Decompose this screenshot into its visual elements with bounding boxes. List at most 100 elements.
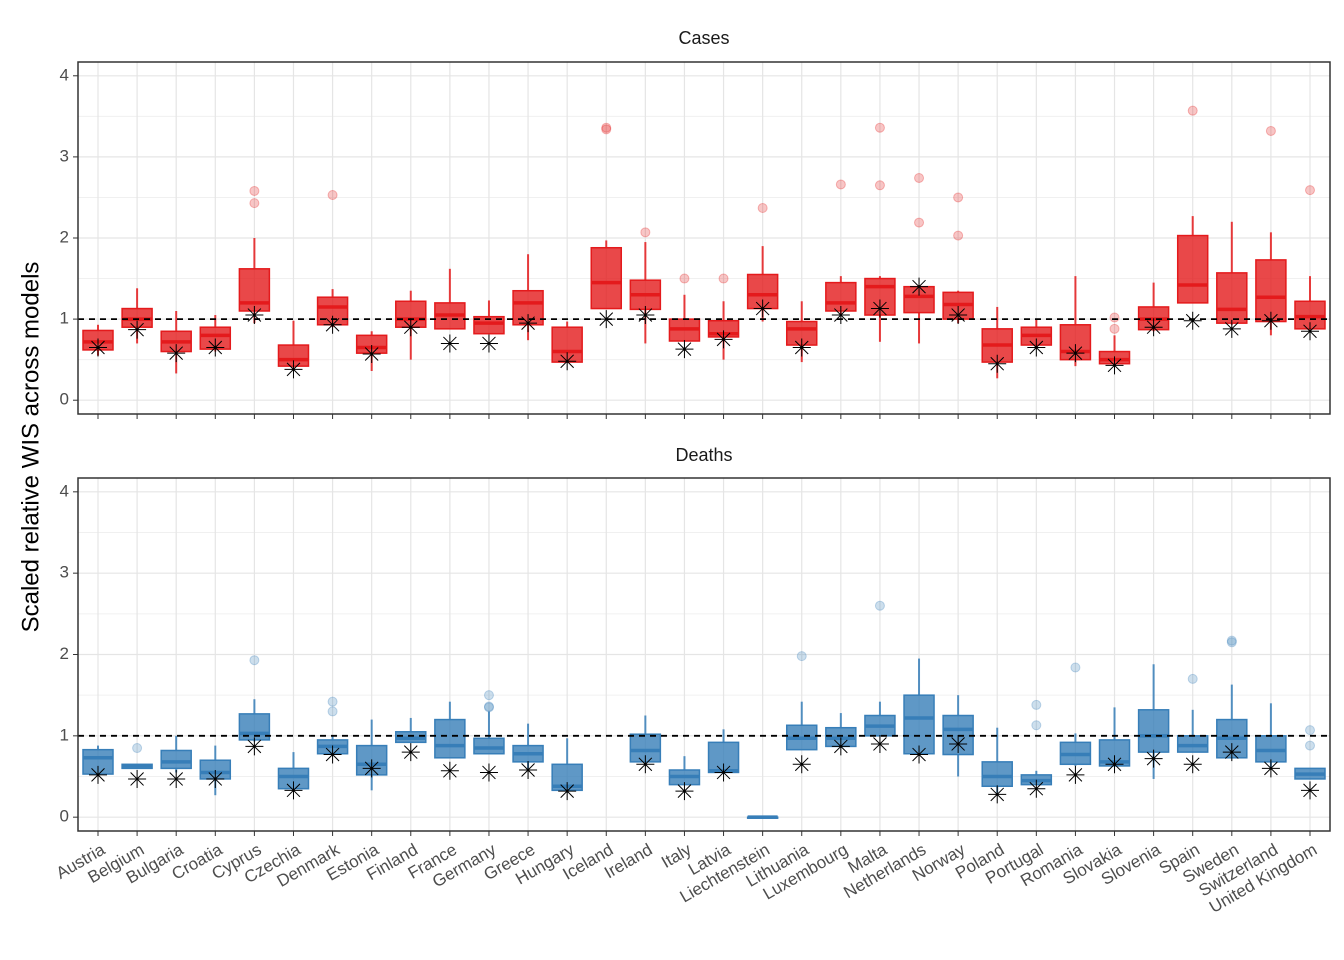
outlier — [1187, 673, 1198, 684]
ensemble-star — [1183, 755, 1202, 774]
outlier — [1109, 312, 1120, 323]
outlier — [249, 655, 260, 666]
box — [238, 268, 271, 312]
outlier — [796, 651, 807, 662]
y-tick-label: 0 — [60, 390, 69, 409]
y-tick-label: 0 — [60, 807, 69, 826]
outlier — [914, 172, 925, 183]
ensemble-star — [792, 755, 811, 774]
outlier — [601, 122, 612, 133]
outlier — [914, 217, 925, 228]
outlier — [1031, 699, 1042, 710]
ensemble-star — [323, 315, 342, 334]
y-axis-label: Scaled relative WIS across models — [17, 262, 44, 633]
ensemble-star — [792, 338, 811, 357]
ensemble-star — [323, 745, 342, 764]
box — [434, 718, 466, 759]
ensemble-star — [988, 785, 1007, 804]
outlier — [953, 192, 964, 203]
outlier — [1305, 740, 1315, 751]
outlier — [874, 122, 885, 133]
ensemble-star — [1183, 311, 1202, 330]
box — [1216, 272, 1248, 324]
outlier — [249, 185, 260, 196]
outlier — [1031, 720, 1042, 731]
ensemble-star — [1027, 779, 1046, 798]
ensemble-star — [1066, 344, 1085, 363]
y-tick-label: 2 — [60, 644, 69, 663]
ensemble-star — [167, 344, 186, 363]
panel-border — [77, 477, 1331, 832]
outlier — [1109, 323, 1120, 334]
ensemble-star — [675, 782, 694, 801]
ensemble-star — [1301, 781, 1319, 800]
ensemble-star — [362, 344, 381, 363]
ensemble-star — [519, 314, 538, 333]
outlier — [1305, 725, 1315, 736]
ensemble-star — [1105, 356, 1124, 375]
ensemble-star — [831, 737, 850, 756]
ensemble-star — [1261, 311, 1280, 330]
ensemble-star — [401, 318, 420, 337]
box — [473, 737, 505, 755]
outlier — [874, 600, 885, 611]
ensemble-star — [1222, 319, 1241, 338]
outlier — [640, 227, 651, 238]
ensemble-star — [206, 769, 225, 788]
ensemble-star — [167, 769, 186, 788]
ensemble-star — [284, 781, 303, 800]
y-tick-label: 3 — [60, 563, 69, 582]
box — [590, 246, 623, 310]
ensemble-star — [1144, 749, 1163, 768]
ensemble-star — [949, 306, 968, 325]
ensemble-star — [245, 737, 264, 756]
outlier — [1305, 185, 1315, 196]
ensemble-star — [284, 360, 303, 379]
outlier — [601, 124, 612, 135]
ensemble-star — [558, 352, 577, 371]
ensemble-star — [1222, 743, 1241, 762]
ensemble-star — [401, 743, 420, 762]
ensemble-star — [1301, 322, 1319, 341]
ensemble-star — [870, 299, 889, 318]
box — [903, 694, 935, 755]
outlier — [1070, 662, 1081, 673]
ensemble-star — [479, 334, 498, 353]
y-tick-label: 4 — [60, 65, 69, 84]
outlier — [874, 180, 885, 191]
ensemble-star — [89, 338, 107, 357]
ensemble-star — [519, 760, 538, 779]
outlier — [718, 273, 729, 284]
ensemble-star — [206, 338, 225, 357]
outlier — [1226, 637, 1237, 648]
outlier — [483, 702, 494, 713]
ensemble-star — [870, 734, 889, 753]
outlier — [1226, 635, 1237, 646]
ensemble-star — [675, 340, 694, 359]
ensemble-star — [753, 299, 772, 318]
panel-title: Cases — [678, 28, 729, 48]
y-tick-label: 4 — [60, 481, 69, 500]
box — [903, 285, 935, 314]
ensemble-star — [1066, 765, 1085, 784]
y-tick-label: 1 — [60, 309, 69, 328]
ensemble-star — [714, 763, 733, 782]
ensemble-star — [558, 782, 577, 801]
ensemble-star — [910, 745, 929, 764]
ensemble-star — [128, 769, 147, 788]
outlier — [327, 706, 338, 717]
ensemble-star — [440, 334, 459, 353]
ensemble-star — [988, 354, 1007, 373]
box — [473, 315, 505, 335]
ensemble-star — [636, 755, 655, 774]
outlier — [327, 190, 338, 201]
outlier — [679, 273, 690, 284]
box — [981, 761, 1013, 788]
panel-border — [77, 61, 1331, 415]
box — [1137, 709, 1170, 753]
ensemble-star — [89, 765, 107, 784]
outlier — [835, 179, 846, 190]
outlier — [327, 696, 338, 707]
outlier — [132, 743, 143, 754]
outlier — [1265, 125, 1276, 136]
